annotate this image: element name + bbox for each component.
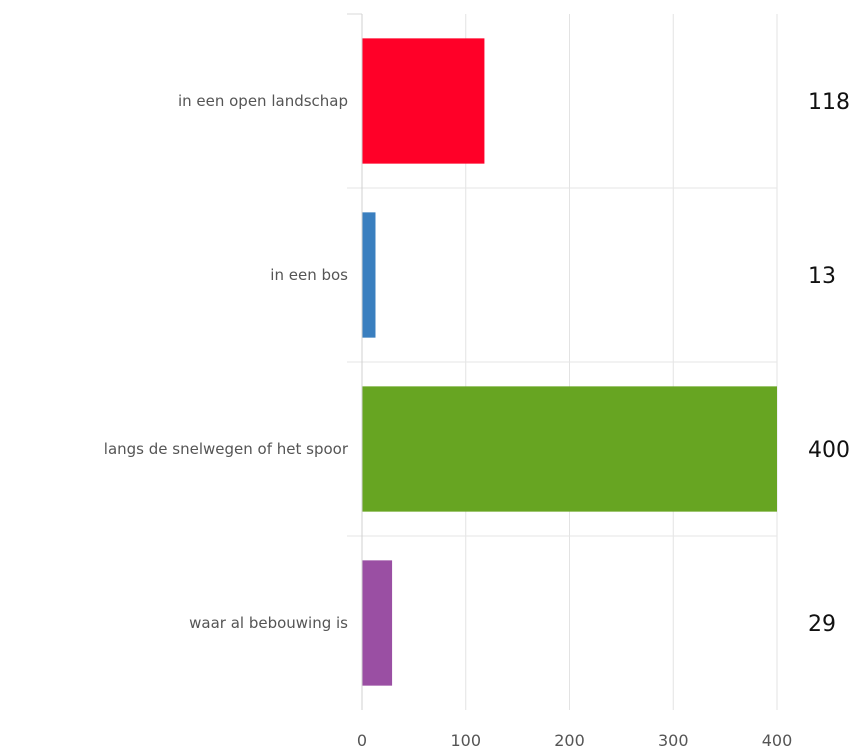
category-separators xyxy=(347,187,777,537)
bar xyxy=(362,212,376,338)
value-label: 29 xyxy=(808,612,836,637)
bar xyxy=(362,560,393,686)
value-label: 118 xyxy=(808,90,850,115)
value-labels: 118 13 400 29 xyxy=(808,90,850,637)
bars xyxy=(362,38,777,686)
category-label: in een bos xyxy=(270,266,348,284)
category-labels: in een open landschap in een bos langs de … xyxy=(104,92,349,632)
x-tick-label: 100 xyxy=(450,731,481,749)
x-tick-label: 200 xyxy=(554,731,585,749)
bar xyxy=(362,386,777,512)
category-label: waar al bebouwing is xyxy=(189,614,348,632)
category-label: in een open landschap xyxy=(178,92,348,110)
axes xyxy=(347,13,363,710)
value-label: 400 xyxy=(808,438,850,463)
value-label: 13 xyxy=(808,264,836,289)
x-tick-label: 0 xyxy=(357,731,367,749)
bar xyxy=(362,38,485,164)
category-label: langs de snelwegen of het spoor xyxy=(104,440,349,458)
x-tick-label: 300 xyxy=(658,731,689,749)
x-tick-labels: 0 100 200 300 400 xyxy=(357,731,792,749)
x-tick-label: 400 xyxy=(762,731,793,749)
